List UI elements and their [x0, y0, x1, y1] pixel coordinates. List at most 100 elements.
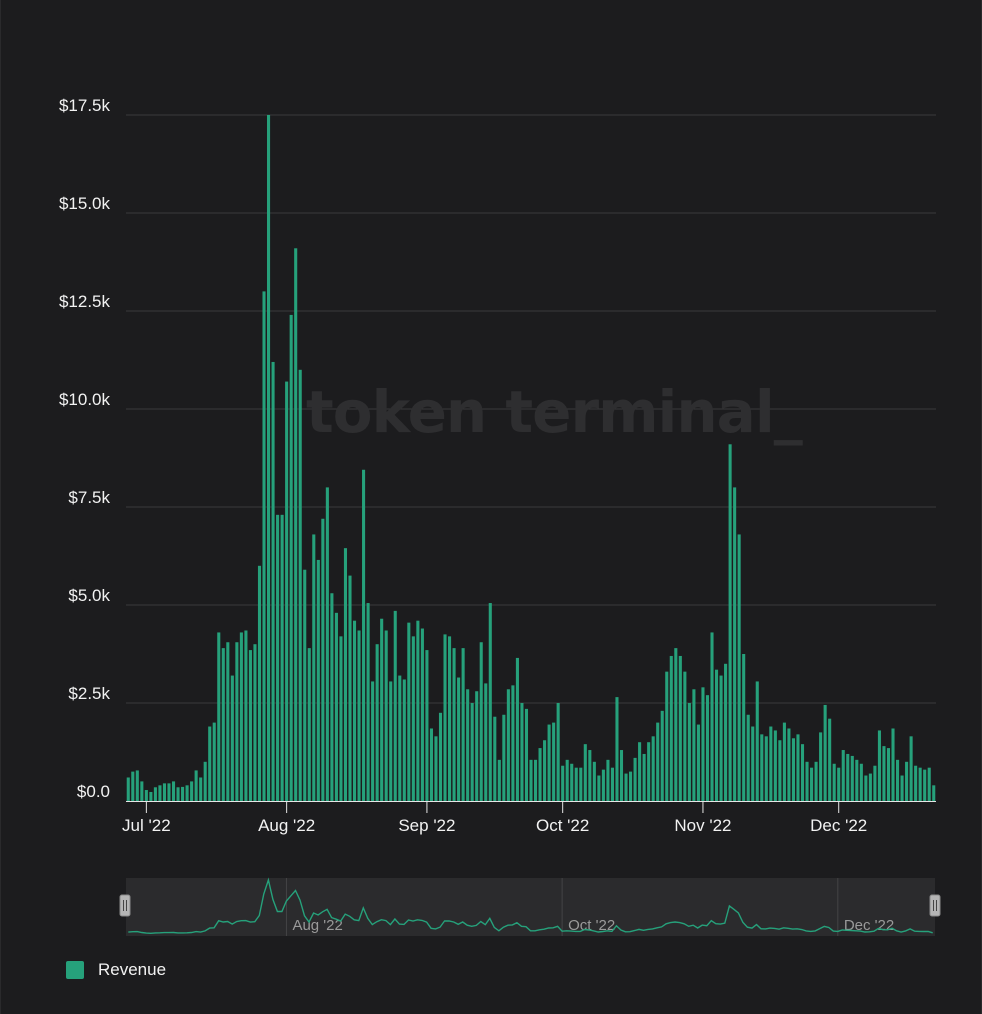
revenue-bar[interactable] — [859, 763, 863, 801]
revenue-bar[interactable] — [425, 650, 429, 801]
revenue-bar[interactable] — [850, 755, 854, 801]
revenue-bar[interactable] — [407, 622, 411, 801]
revenue-bar[interactable] — [457, 677, 461, 801]
revenue-bar[interactable] — [914, 765, 918, 801]
revenue-bar[interactable] — [438, 712, 443, 801]
revenue-bar[interactable] — [751, 726, 755, 801]
revenue-bar[interactable] — [651, 736, 655, 801]
revenue-bar[interactable] — [769, 726, 773, 801]
revenue-bar[interactable] — [411, 636, 415, 801]
revenue-bar[interactable] — [280, 514, 284, 801]
revenue-bar[interactable] — [135, 770, 139, 801]
revenue-bar[interactable] — [647, 742, 651, 801]
revenue-bar[interactable] — [203, 761, 207, 801]
revenue-bar[interactable] — [362, 469, 366, 801]
revenue-bar[interactable] — [357, 630, 361, 801]
revenue-bar[interactable] — [488, 603, 492, 801]
revenue-bar[interactable] — [728, 444, 732, 801]
revenue-bar[interactable] — [696, 724, 700, 801]
revenue-bar[interactable] — [819, 732, 823, 801]
revenue-bar[interactable] — [176, 787, 180, 801]
revenue-bar[interactable] — [402, 679, 406, 801]
revenue-bar[interactable] — [733, 487, 737, 801]
revenue-bar[interactable] — [343, 548, 348, 801]
revenue-bar[interactable] — [823, 704, 827, 801]
revenue-bar[interactable] — [886, 748, 891, 801]
revenue-bar[interactable] — [167, 783, 171, 801]
revenue-bar[interactable] — [380, 618, 384, 801]
revenue-bar[interactable] — [416, 620, 420, 801]
revenue-bar[interactable] — [312, 534, 316, 801]
revenue-bar[interactable] — [579, 767, 583, 801]
revenue-bar[interactable] — [588, 750, 592, 801]
revenue-bar[interactable] — [393, 610, 397, 801]
revenue-bar[interactable] — [285, 381, 289, 801]
revenue-bar[interactable] — [420, 628, 424, 801]
revenue-bar[interactable] — [547, 724, 551, 801]
revenue-bar[interactable] — [624, 773, 628, 801]
revenue-bar[interactable] — [253, 644, 257, 801]
revenue-bar[interactable] — [877, 730, 881, 801]
revenue-bar[interactable] — [583, 744, 587, 801]
revenue-bar[interactable] — [208, 726, 212, 801]
revenue-bar[interactable] — [918, 767, 922, 801]
revenue-bar[interactable] — [452, 648, 456, 801]
navigator-handle-grip[interactable] — [929, 894, 941, 917]
left-handle[interactable] — [119, 894, 131, 917]
revenue-bar[interactable] — [923, 769, 927, 801]
revenue-bar[interactable] — [805, 761, 809, 801]
revenue-bar[interactable] — [760, 734, 764, 801]
revenue-bar[interactable] — [674, 648, 678, 801]
revenue-bar[interactable] — [384, 630, 388, 801]
revenue-bar[interactable] — [678, 655, 682, 801]
revenue-bar[interactable] — [339, 636, 343, 801]
revenue-bar[interactable] — [552, 722, 556, 801]
revenue-bar[interactable] — [330, 593, 334, 801]
revenue-bar[interactable] — [171, 781, 176, 801]
legend-swatch-revenue[interactable] — [66, 961, 84, 979]
navigator-track[interactable] — [126, 878, 935, 936]
revenue-bar[interactable] — [791, 738, 795, 801]
bar-series-revenue[interactable] — [126, 115, 936, 801]
revenue-bar[interactable] — [149, 791, 153, 801]
revenue-bar[interactable] — [294, 248, 298, 801]
revenue-bar[interactable] — [787, 728, 791, 801]
revenue-bar[interactable] — [606, 759, 610, 801]
revenue-bar[interactable] — [443, 634, 447, 801]
revenue-bar[interactable] — [601, 769, 605, 801]
revenue-bar[interactable] — [244, 630, 248, 801]
revenue-bar[interactable] — [533, 759, 538, 801]
revenue-bar[interactable] — [529, 759, 533, 801]
revenue-bar[interactable] — [158, 785, 162, 801]
revenue-bar[interactable] — [746, 714, 750, 801]
revenue-bar[interactable] — [719, 675, 723, 801]
revenue-bar[interactable] — [257, 565, 262, 801]
revenue-bar[interactable] — [262, 291, 266, 801]
legend[interactable]: Revenue — [66, 960, 166, 980]
revenue-bar[interactable] — [239, 632, 243, 801]
revenue-bar[interactable] — [226, 642, 230, 801]
revenue-bar[interactable] — [656, 722, 660, 801]
revenue-bar[interactable] — [814, 761, 818, 801]
revenue-bar[interactable] — [448, 636, 452, 801]
revenue-bar[interactable] — [131, 771, 135, 801]
revenue-bar[interactable] — [724, 663, 728, 801]
revenue-bar[interactable] — [565, 759, 569, 801]
revenue-bar[interactable] — [221, 648, 225, 801]
revenue-bar[interactable] — [905, 761, 909, 801]
revenue-bar[interactable] — [434, 736, 438, 801]
revenue-bar[interactable] — [506, 689, 510, 801]
revenue-bar[interactable] — [140, 781, 144, 801]
revenue-bar[interactable] — [389, 681, 393, 801]
revenue-bar[interactable] — [303, 569, 307, 801]
revenue-bar[interactable] — [896, 759, 900, 801]
revenue-bar[interactable] — [352, 620, 357, 801]
revenue-bar[interactable] — [669, 655, 673, 801]
revenue-bar[interactable] — [683, 671, 687, 801]
revenue-bar[interactable] — [321, 518, 325, 801]
revenue-bar[interactable] — [855, 759, 859, 801]
revenue-bar[interactable] — [665, 671, 669, 801]
revenue-bar[interactable] — [493, 716, 497, 801]
revenue-bar[interactable] — [194, 770, 198, 801]
revenue-bar[interactable] — [570, 763, 574, 801]
